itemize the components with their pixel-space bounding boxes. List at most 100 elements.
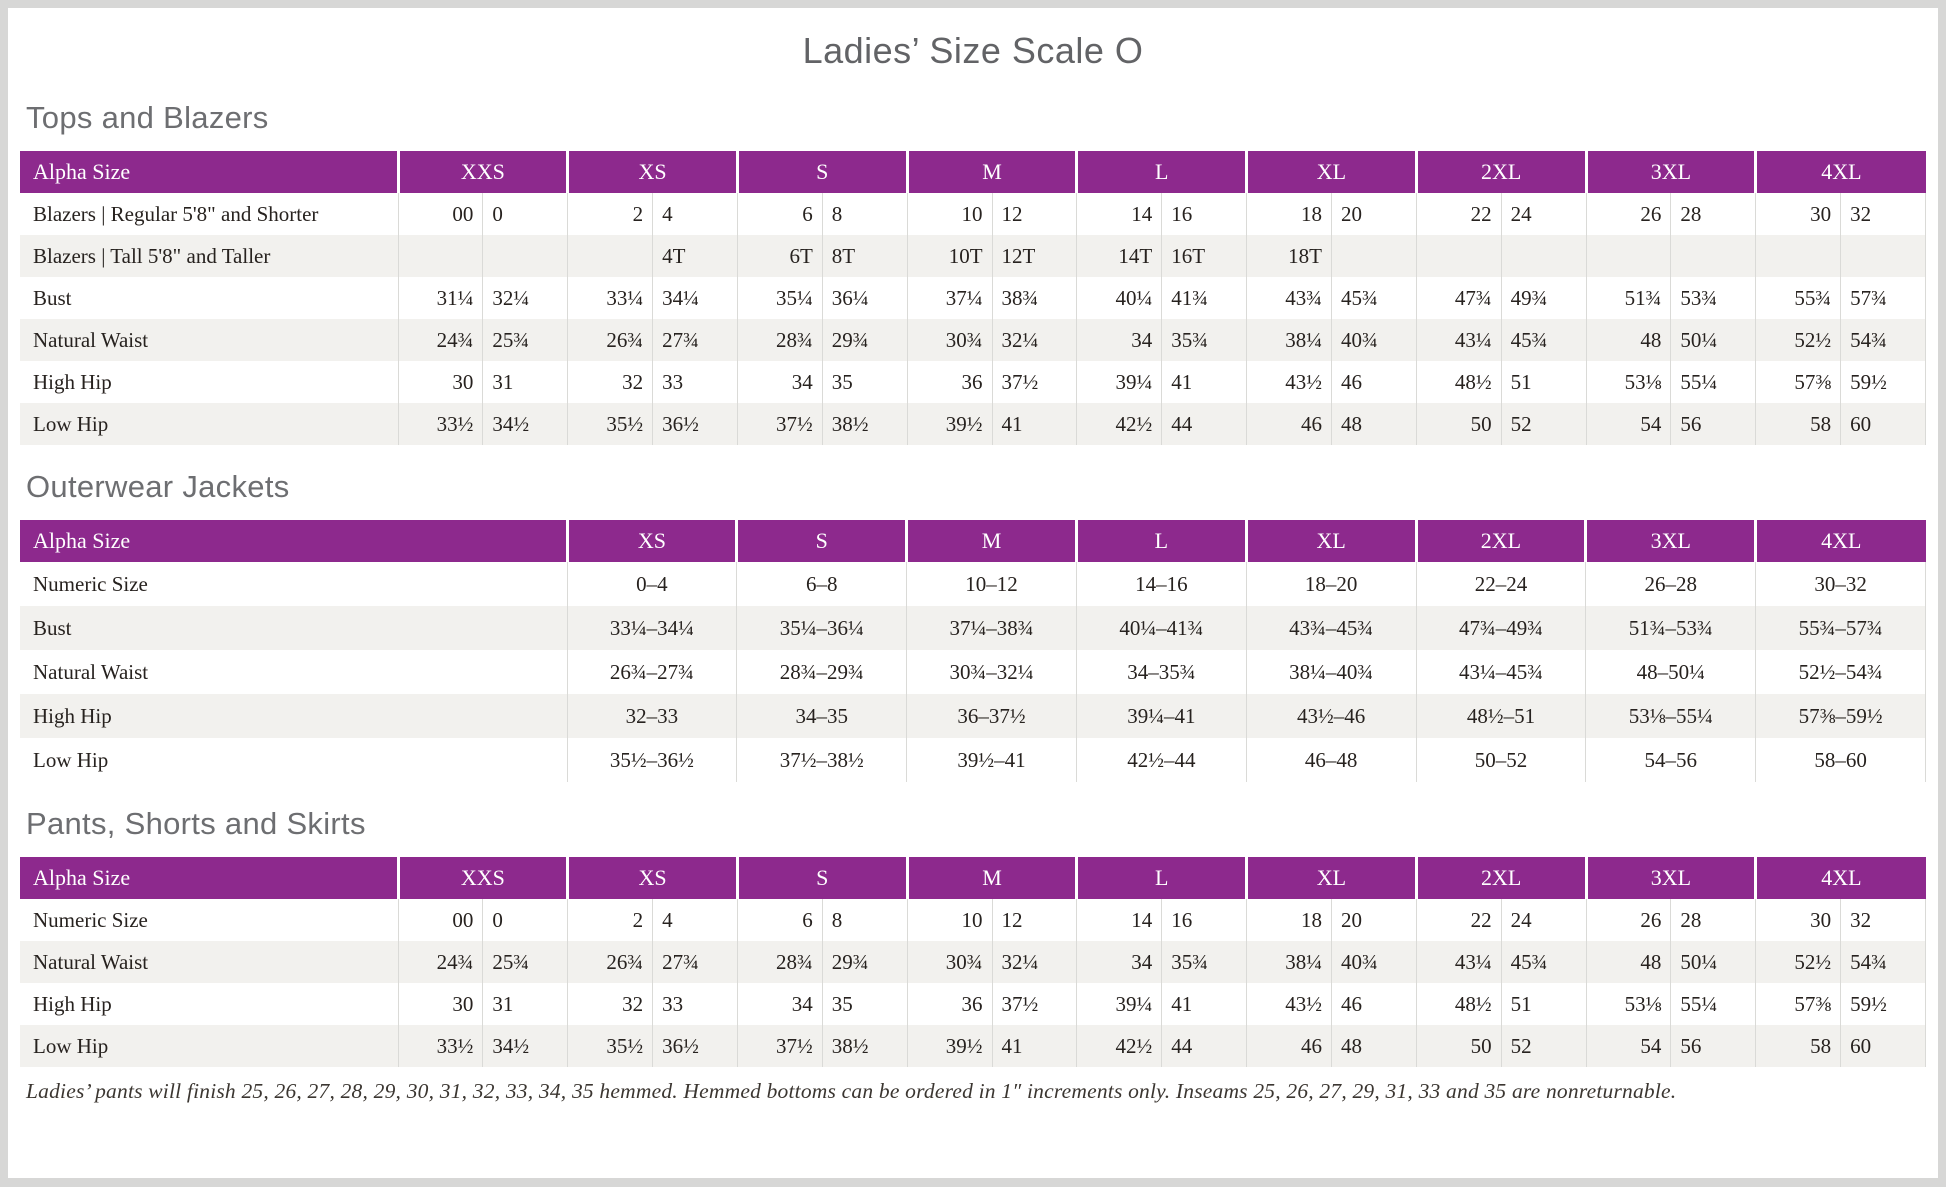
- size-range-cell: 0–4: [566, 562, 737, 606]
- row-label: High Hip: [20, 694, 567, 738]
- size-value-cell: 52½: [1755, 319, 1841, 361]
- size-range-cell: 51¾–53¾: [1585, 606, 1756, 650]
- size-value-cell: 36½: [652, 1025, 738, 1067]
- row-label: Blazers | Tall 5'8" and Taller: [20, 235, 398, 277]
- row-label: Natural Waist: [20, 650, 567, 694]
- row-label: Low Hip: [20, 403, 398, 445]
- size-value-cell: 30: [397, 983, 483, 1025]
- size-value-cell: 40¾: [1330, 319, 1417, 361]
- size-header-row: Alpha Size XXS XS S M L XL 2XL 3XL 4XL: [20, 857, 1926, 899]
- size-value-cell: 4T: [652, 235, 738, 277]
- size-value-cell: 28: [1670, 899, 1756, 941]
- size-value-cell: 31: [482, 983, 568, 1025]
- size-value-cell: 12: [991, 899, 1077, 941]
- row-label: Natural Waist: [20, 319, 398, 361]
- size-range-cell: 10–12: [906, 562, 1077, 606]
- size-value-cell: 20: [1330, 193, 1417, 235]
- size-value-cell: 32: [1840, 193, 1926, 235]
- size-value-cell: 18T: [1246, 235, 1332, 277]
- row-label: Natural Waist: [20, 941, 398, 983]
- size-table-host: Alpha Size XXS XS S M L XL 2XL 3XL 4XL Numeric Siz…: [20, 857, 1926, 1067]
- size-value-cell: 16: [1161, 193, 1247, 235]
- size-value-cell: 4: [652, 193, 738, 235]
- section-heading-outerwear-jackets: Outerwear Jackets: [26, 469, 290, 504]
- size-value-cell: 12T: [991, 235, 1077, 277]
- size-header-xxs: XXS: [396, 151, 568, 193]
- size-value-cell: 10: [906, 193, 993, 235]
- size-value-cell: 47¾: [1415, 277, 1502, 319]
- size-range-cell: 30¾–32¼: [906, 650, 1077, 694]
- size-range-cell: 28¾–29¾: [736, 650, 907, 694]
- size-range-cell: 46–48: [1245, 738, 1417, 782]
- size-value-cell: 55¼: [1670, 361, 1756, 403]
- table-row: Natural Waist 24¾ 25¾ 26¾ 27¾ 28¾ 29¾ 30¾ 32¼ 34 3…: [20, 941, 1926, 983]
- size-value-cell: 35¼: [736, 277, 823, 319]
- size-value-cell: 60: [1840, 1025, 1926, 1067]
- size-header-4xl: 4XL: [1754, 857, 1926, 899]
- size-value-cell: 58: [1755, 1025, 1841, 1067]
- size-value-cell: 33: [652, 361, 738, 403]
- size-value-cell: 46: [1330, 361, 1417, 403]
- size-header-row: Alpha Size XS S M L XL 2XL 3XL 4XL: [20, 520, 1926, 562]
- section-pants-shorts-and-skirts: Pants, Shorts and Skirts Alpha Size XXS XS…: [20, 806, 1926, 1067]
- size-header-2xl: 2XL: [1414, 520, 1586, 562]
- size-header-2xl: 2XL: [1414, 151, 1587, 193]
- size-value-cell: 49¾: [1500, 277, 1587, 319]
- size-value-cell: 44: [1161, 1025, 1247, 1067]
- size-value-cell: 56: [1670, 403, 1756, 445]
- table-row: Low Hip 35½–36½ 37½–38½ 39½–41 42½–44 46–48 50…: [20, 738, 1926, 782]
- size-value-cell: 50¼: [1670, 319, 1756, 361]
- size-value-cell: 24: [1500, 193, 1587, 235]
- alpha-size-header-label: Alpha Size: [20, 520, 567, 562]
- size-value-cell: 0: [482, 193, 568, 235]
- size-value-cell: 28¾: [736, 319, 823, 361]
- size-value-cell: 35½: [567, 403, 653, 445]
- table-row: Natural Waist 26¾–27¾ 28¾–29¾ 30¾–32¼ 34–35¾…: [20, 650, 1926, 694]
- size-value-cell: 14: [1076, 193, 1162, 235]
- size-value-cell: 51¾: [1585, 277, 1671, 319]
- alpha-size-header-label: Alpha Size: [20, 151, 398, 193]
- size-range-cell: 36–37½: [906, 694, 1077, 738]
- size-value-cell: 54¾: [1840, 319, 1926, 361]
- size-value-cell: 6: [736, 899, 823, 941]
- size-value-cell: 30¾: [906, 941, 993, 983]
- size-header-s: S: [735, 151, 908, 193]
- size-value-cell: 2: [567, 899, 653, 941]
- size-value-cell: 32¼: [991, 319, 1077, 361]
- size-value-cell: 41¾: [1161, 277, 1247, 319]
- size-value-cell: 37½: [736, 1025, 823, 1067]
- size-value-cell: 26: [1585, 193, 1671, 235]
- size-range-cell: 40¼–41¾: [1075, 606, 1247, 650]
- size-value-cell: 37½: [991, 983, 1077, 1025]
- size-value-cell: 37½: [736, 403, 823, 445]
- size-value-cell: 34: [1076, 319, 1162, 361]
- size-value-cell: 27¾: [652, 941, 738, 983]
- size-range-cell: 38¼–40¾: [1245, 650, 1417, 694]
- size-value-cell: 26¾: [567, 319, 653, 361]
- size-value-cell: 53⅛: [1585, 361, 1671, 403]
- size-header-3xl: 3XL: [1584, 520, 1756, 562]
- table-row: High Hip 32–33 34–35 36–37½ 39¼–41 43½–46 48½–…: [20, 694, 1926, 738]
- size-value-cell: 20: [1330, 899, 1417, 941]
- size-value-cell: 39¼: [1076, 361, 1162, 403]
- size-value-cell: 48½: [1415, 983, 1502, 1025]
- size-range-cell: 6–8: [736, 562, 907, 606]
- size-table-host: Alpha Size XXS XS S M L XL 2XL 3XL 4XL Blazers | R…: [20, 151, 1926, 445]
- size-range-cell: 14–16: [1075, 562, 1247, 606]
- row-label: High Hip: [20, 361, 398, 403]
- row-label: Low Hip: [20, 738, 567, 782]
- size-value-cell: 8: [821, 193, 908, 235]
- table-row: Bust 33¼–34¼ 35¼–36¼ 37¼–38¾ 40¼–41¾ 43¾–45¾ 4…: [20, 606, 1926, 650]
- size-value-cell: 33¼: [567, 277, 653, 319]
- size-range-cell: 42½–44: [1075, 738, 1247, 782]
- table-row: Blazers | Regular 5'8" and Shorter 00 0 2 4 6…: [20, 193, 1926, 235]
- size-value-cell: 33½: [397, 403, 483, 445]
- size-value-cell: 10T: [906, 235, 993, 277]
- size-value-cell: 35: [821, 983, 908, 1025]
- size-value-cell: 39¼: [1076, 983, 1162, 1025]
- size-value-cell: 43½: [1246, 983, 1332, 1025]
- size-value-cell: 56: [1670, 1025, 1756, 1067]
- alpha-size-header-label: Alpha Size: [20, 857, 398, 899]
- size-range-cell: 50–52: [1415, 738, 1586, 782]
- size-value-cell: 33: [652, 983, 738, 1025]
